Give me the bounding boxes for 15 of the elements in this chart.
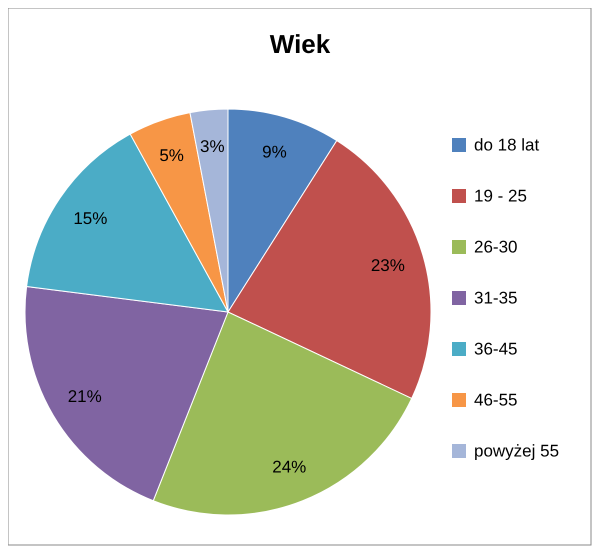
legend-label: 31-35 <box>474 288 518 308</box>
legend-label: do 18 lat <box>474 136 540 154</box>
data-label: 24% <box>272 457 306 476</box>
legend-label: 36-45 <box>474 340 518 358</box>
data-label: 15% <box>73 208 108 228</box>
legend-label: 26-30 <box>474 238 518 256</box>
data-label: 9% <box>262 142 287 162</box>
legend-label: powyżej 55 <box>474 442 560 460</box>
chart-title: Wiek <box>270 29 331 59</box>
data-label: 23% <box>370 256 405 276</box>
legend-label: 19 - 25 <box>474 186 527 206</box>
data-label: 3% <box>200 136 225 156</box>
data-label: 21% <box>68 387 102 406</box>
data-label: 5% <box>159 146 184 165</box>
legend-label: 46-55 <box>474 390 518 410</box>
